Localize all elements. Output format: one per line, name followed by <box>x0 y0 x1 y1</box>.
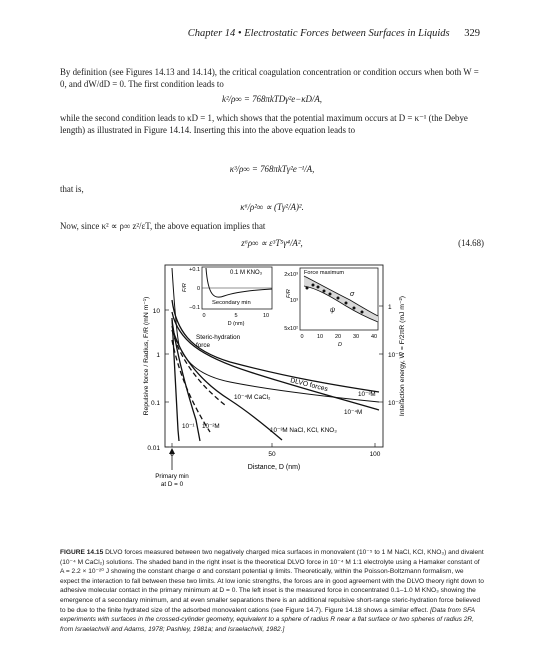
equation-4: z⁶ρ∞ ∝ ε³T⁵γ⁴/A², <box>241 238 303 248</box>
x-axis-title: Distance, D (nm) <box>248 464 301 471</box>
equation-3: κ⁶/ρ²∞ ∝ (Tγ²/A)². <box>240 202 304 212</box>
inset-right-xlabel: D <box>338 342 342 348</box>
y-right-tick-1: 1 <box>388 304 392 311</box>
label-nacl: 10⁻³M NaCl, KCl, KNO₃ <box>270 427 337 434</box>
label-1e-3M-right: 10⁻³M <box>358 391 376 398</box>
inset-right-ylabel: F/R <box>286 289 292 298</box>
label-at-d0: at D = 0 <box>161 481 184 488</box>
inset-left-ytick-3: −0.1 <box>189 305 200 311</box>
label-1e-1: 10⁻¹ <box>182 423 194 430</box>
curve-cacl2 <box>171 329 226 406</box>
y-tick-10: 10 <box>153 308 161 315</box>
y-tick-1: 1 <box>156 352 160 359</box>
page-number: 329 <box>464 28 480 39</box>
inset-left-secondary: Secondary min <box>212 300 251 306</box>
curve-1e-1M <box>171 317 180 442</box>
figure-caption: FIGURE 14.15 DLVO forces measured betwee… <box>60 548 484 634</box>
inset-right-title: Force maximum <box>304 270 344 276</box>
label-steric-force: force <box>196 342 210 349</box>
paragraph-4: Now, since κ² ∝ ρ∞ z²/εT, the above equa… <box>60 221 266 231</box>
y-axis-right-title: Interaction energy, W = F/2πR (mJ m⁻²) <box>399 296 406 416</box>
inset-left-xtick-2: 5 <box>234 313 237 319</box>
curve-cacl2-b <box>171 339 211 433</box>
y-right-tick-0.01: 10⁻² <box>388 400 402 407</box>
running-header: Chapter 14 • Electrostatic Forces betwee… <box>60 28 480 39</box>
primary-min-arrowhead <box>169 448 175 454</box>
inset-right-xtick-1: 0 <box>300 334 303 340</box>
y-axis-left-title: Repulsive force / Radius, F/R (mN m⁻¹) <box>143 297 150 416</box>
caption-citation: [Data from SFA experiments with surfaces… <box>60 606 475 633</box>
inset-right-ytick-3: 5x10² <box>284 326 298 332</box>
label-1e-4M: 10⁻⁴M <box>344 409 362 416</box>
inset-right-ytick-2: 10³ <box>290 298 298 304</box>
curve-dlvo-1e-5M <box>171 299 380 393</box>
inset-left-xlabel: D (nm) <box>228 321 245 327</box>
equation-number: (14.68) <box>458 238 484 248</box>
caption-text: DLVO forces measured between two negativ… <box>60 549 484 614</box>
curve-dlvo-1e-4M <box>171 311 380 411</box>
inset-left-ytick-1: +0.1 <box>189 267 200 273</box>
paragraph-3: that is, <box>60 184 84 194</box>
label-1e-2M: 10⁻²M <box>202 423 220 430</box>
equation-1: k²/ρ∞ = 768πkTDγ²e−κD/A, <box>222 94 322 104</box>
curve-1M-steric <box>171 267 380 403</box>
x-tick-100: 100 <box>370 451 381 458</box>
paragraph-2: while the second condition leads to κD =… <box>60 113 468 136</box>
inset-right: Force maximum 2x10³ 10³ 5x10² F/R σ ψ 0 … <box>284 267 379 348</box>
curve-1e-2M <box>171 319 201 442</box>
inset-left-xtick-3: 10 <box>263 313 269 319</box>
inset-left-ylabel: F/R <box>182 283 188 292</box>
x-tick-50: 50 <box>268 451 276 458</box>
inset-right-ytick-1: 2x10³ <box>284 272 298 278</box>
caption-label: FIGURE 14.15 <box>60 549 104 556</box>
y-tick-0.1: 0.1 <box>151 400 160 407</box>
paragraph-1: By definition (see Figures 14.13 and 14.… <box>60 67 479 90</box>
y-right-tick-0.1: 10⁻¹ <box>388 352 402 359</box>
inset-left-xtick-1: 0 <box>202 313 205 319</box>
running-title: Chapter 14 • Electrostatic Forces betwee… <box>187 28 450 39</box>
label-primary-min: Primary min <box>155 473 189 480</box>
inset-right-xtick-2: 10 <box>317 334 323 340</box>
inset-right-xtick-5: 40 <box>371 334 377 340</box>
label-cacl2: 10⁻⁴M CaCl₂ <box>234 394 271 401</box>
main-plot-frame <box>164 264 384 448</box>
inset-left-title: 0.1 M KNO₃ <box>230 270 263 276</box>
inset-right-xtick-4: 30 <box>353 334 359 340</box>
y-tick-0.01: 0.01 <box>147 445 160 452</box>
inset-left-ytick-2: 0 <box>197 286 200 292</box>
inset-left: 0.1 M KNO₃ +0.1 0 −0.1 F/R Secondary min… <box>182 266 273 327</box>
inset-right-psi: ψ <box>330 307 335 314</box>
label-steric: Steric-hydration <box>196 334 241 341</box>
equation-2: κ³/ρ∞ = 768πkTγ²e⁻¹/A, <box>229 164 315 174</box>
curve-dlvo-1e-3M <box>171 325 283 441</box>
inset-right-xtick-3: 20 <box>335 334 341 340</box>
inset-right-sigma: σ <box>350 291 355 298</box>
